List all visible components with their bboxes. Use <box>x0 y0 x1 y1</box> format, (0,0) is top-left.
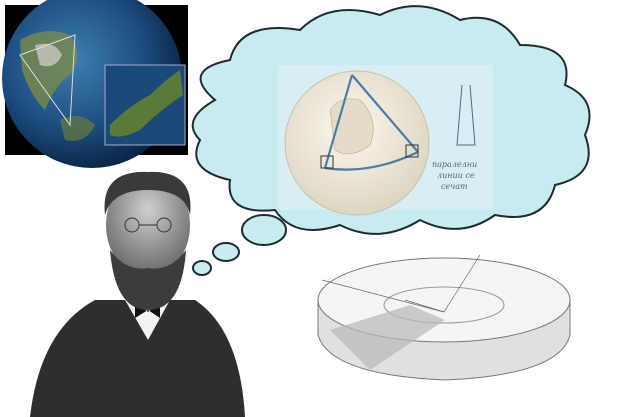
caption-line: паралелни <box>432 160 477 169</box>
thought-bubble <box>241 214 287 246</box>
caption-line: линии се <box>437 171 475 180</box>
caption-line: сечат <box>441 182 468 191</box>
earth-photo <box>2 0 188 168</box>
thought-bubble <box>192 260 212 276</box>
thought-bubble <box>212 242 240 262</box>
portrait <box>30 171 245 417</box>
thought-cloud: паралелни линии се сечат <box>191 5 591 235</box>
disk-diagram <box>317 254 571 381</box>
